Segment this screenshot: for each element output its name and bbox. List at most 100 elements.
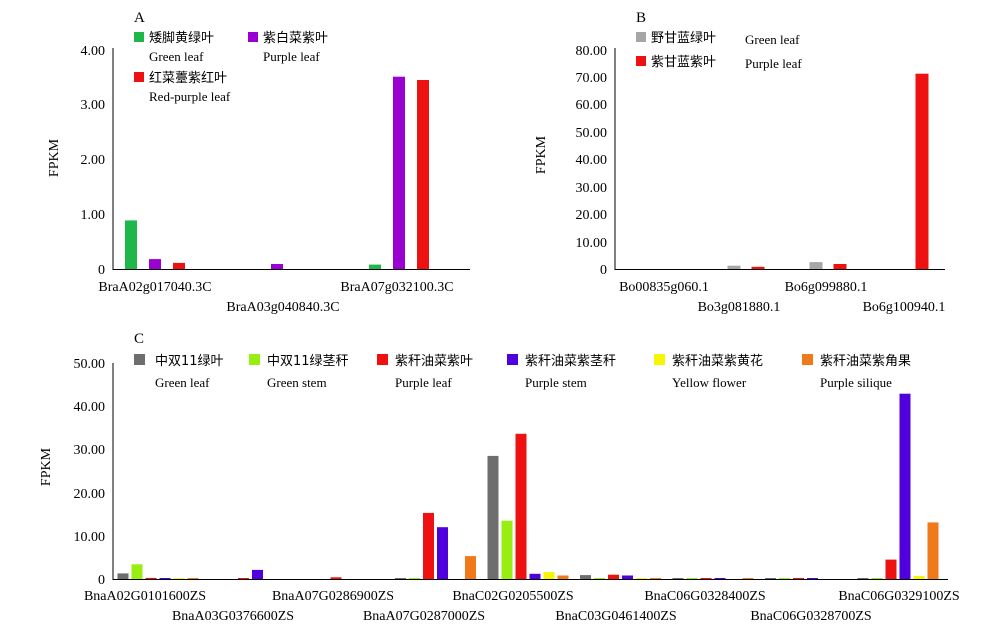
- panel-c: C FPKM 0 10.00 20.00 30.00 40.00 50.00 中…: [39, 331, 960, 624]
- bar-green-stem-bnaa02g0101600zs: [131, 564, 143, 579]
- bar-purple-silique-bnaa02g0101600zs: [187, 578, 199, 579]
- bar-purple-leaf-braa03g040840-3c: [271, 264, 283, 269]
- bar-purple-leaf-braa07g032100-3c: [393, 76, 405, 269]
- category-labels-a: BraA02g017040.3C BraA03g040840.3C BraA07…: [98, 280, 453, 315]
- bar-purple-leaf-bnac06g0329100zs: [885, 559, 897, 579]
- y-tick-label: 1.00: [81, 208, 106, 223]
- bar-purple-stem-bnac03g0461400zs: [622, 575, 633, 579]
- legend-label-en: Red-purple leaf: [149, 89, 231, 104]
- bar-green-leaf-braa07g032100-3c: [369, 264, 381, 269]
- bar-yellow-flower-bnac06g0329100zs: [913, 576, 925, 579]
- x-tick-label: Bo6g099880.1: [785, 280, 868, 295]
- bar-purple-stem-bnac06g0328700zs: [807, 578, 818, 579]
- y-tick-label: 0: [98, 573, 105, 588]
- bar-purple-leaf-bnac03g0461400zs: [608, 574, 619, 579]
- x-tick-label: BnaC02G0205500ZS: [452, 589, 573, 604]
- legend-label-zh: 中双11绿茎秆: [267, 354, 349, 369]
- bars-c: [117, 393, 939, 579]
- panel-b: B FPKM 0 10.00 20.00 30.00 40.00 50.00 6…: [534, 10, 945, 315]
- legend-swatch-purple-leaf: [636, 56, 646, 66]
- y-tick-label: 40.00: [74, 400, 106, 415]
- bar-red-purple-leaf-braa07g032100-3c: [417, 80, 429, 269]
- y-tick-label: 30.00: [74, 443, 106, 458]
- x-tick-label: BnaC06G0328400ZS: [644, 589, 765, 604]
- category-labels-b: Bo00835g060.1 Bo3g081880.1 Bo6g099880.1 …: [619, 280, 945, 315]
- bar-purple-stem-bnac02g0205500zs: [529, 573, 541, 579]
- bar-green-leaf-bnac06g0328400zs: [672, 578, 684, 579]
- y-tick-labels-b: 0 10.00 20.00 30.00 40.00 50.00 60.00 70…: [576, 44, 608, 278]
- bar-purple-stem-bnaa03g0376600zs: [252, 569, 263, 579]
- bar-purple-leaf-bnaa02g0101600zs: [145, 577, 157, 579]
- y-axis-title-c: FPKM: [39, 447, 54, 486]
- legend-label-zh: 红菜薹紫红叶: [149, 70, 227, 86]
- legend-label-zh: 紫秆油菜紫叶: [395, 354, 473, 369]
- legend-label-en: Purple silique: [820, 375, 892, 390]
- legend-swatch-green-leaf: [636, 32, 646, 42]
- x-tick-label: BraA07g032100.3C: [340, 280, 453, 295]
- bar-green-stem-bnaa07g0287000zs: [409, 578, 420, 579]
- legend-label-en: Purple stem: [525, 375, 587, 390]
- legend-swatch-green-leaf: [134, 354, 145, 365]
- bar-purple-leaf-bnaa03g0376600zs: [238, 578, 249, 579]
- legend-a: 矮脚黄绿叶 Green leaf 紫白菜紫叶 Purple leaf 红菜薹紫红…: [134, 30, 328, 104]
- y-tick-labels-a: 0 1.00 2.00 3.00 4.00: [81, 44, 106, 278]
- bar-green-leaf-bnac06g0329100zs: [857, 578, 869, 579]
- legend-swatch-red-purple-leaf: [134, 72, 144, 82]
- x-tick-label: Bo00835g060.1: [619, 280, 709, 295]
- x-tick-label: BnaA02G0101600ZS: [84, 589, 206, 604]
- y-tick-label: 70.00: [576, 71, 608, 86]
- bar-purple-stem-bnaa02g0101600zs: [159, 578, 171, 579]
- bar-green-leaf-bnac06g0328700zs: [765, 578, 776, 579]
- bar-green-leaf-bo6g099880-1: [809, 262, 823, 269]
- bars-b: [727, 73, 929, 269]
- legend-label-zh: 紫秆油菜紫黄花: [672, 353, 763, 369]
- x-tick-label: BnaA03G0376600ZS: [172, 609, 294, 624]
- legend-label-zh: 中双11绿叶: [155, 354, 224, 369]
- bar-purple-silique-bnac02g0205500zs: [557, 575, 569, 579]
- bar-green-leaf-bnac03g0461400zs: [580, 575, 591, 579]
- legend-label-zh: 紫甘蓝紫叶: [651, 55, 716, 70]
- y-tick-label: 10.00: [576, 236, 608, 251]
- legend-label-en: Green leaf: [745, 32, 800, 47]
- bar-green-leaf-bnaa07g0287000zs: [395, 578, 406, 579]
- legend-label-en: Green leaf: [149, 49, 204, 64]
- x-tick-label: BnaC06G0328700ZS: [750, 609, 871, 624]
- legend-label-zh: 野甘蓝绿叶: [651, 31, 716, 46]
- legend-label-en: Purple leaf: [395, 375, 452, 390]
- panel-label-b: B: [636, 10, 646, 26]
- y-tick-label: 50.00: [576, 126, 608, 141]
- legend-label-en: Purple leaf: [263, 49, 320, 64]
- bar-purple-stem-bnaa07g0287000zs: [437, 527, 448, 579]
- legend-label-zh: 紫白菜紫叶: [263, 30, 328, 46]
- legend-b: 野甘蓝绿叶 Green leaf 紫甘蓝紫叶 Purple leaf: [636, 31, 802, 71]
- bar-green-stem-bnac06g0329100zs: [871, 578, 883, 579]
- y-tick-label: 4.00: [81, 44, 106, 59]
- panel-a: A FPKM 0 1.00 2.00 3.00 4.00 矮脚黄绿叶 Green…: [47, 10, 470, 315]
- y-tick-labels-c: 0 10.00 20.00 30.00 40.00 50.00: [74, 357, 106, 588]
- bar-purple-silique-bnac06g0329100zs: [927, 522, 939, 579]
- bar-yellow-flower-bnac02g0205500zs: [543, 572, 555, 579]
- y-tick-label: 0: [600, 263, 607, 278]
- bar-purple-leaf-bo6g099880-1: [833, 264, 847, 269]
- bar-purple-leaf-bnac06g0328400zs: [700, 578, 712, 579]
- legend-label-en: Purple leaf: [745, 56, 802, 71]
- legend-label-en: Yellow flower: [672, 375, 747, 390]
- bar-purple-leaf-bnac06g0328700zs: [793, 578, 804, 579]
- x-tick-label: BnaC06G0329100ZS: [838, 589, 959, 604]
- legend-label-en: Green leaf: [155, 375, 210, 390]
- bar-green-stem-bnac06g0328400zs: [686, 578, 698, 579]
- bar-purple-leaf-bnaa07g0286900zs: [330, 577, 342, 579]
- bar-purple-leaf-bnac02g0205500zs: [515, 433, 527, 579]
- bar-green-leaf-bnac02g0205500zs: [487, 455, 499, 579]
- bar-purple-stem-bnac06g0329100zs: [899, 393, 911, 579]
- x-tick-label: BnaA07G0286900ZS: [272, 589, 394, 604]
- legend-swatch-purple-leaf: [377, 354, 388, 365]
- legend-swatch-purple-stem: [507, 354, 518, 365]
- bar-green-leaf-bo3g081880-1: [727, 265, 741, 269]
- y-tick-label: 30.00: [576, 181, 608, 196]
- legend-swatch-green-leaf: [134, 32, 144, 42]
- bar-yellow-flower-bnac03g0461400zs: [636, 578, 647, 579]
- legend-c: 中双11绿叶 Green leaf 中双11绿茎秆 Green stem 紫秆油…: [134, 353, 911, 390]
- bar-green-stem-bnac03g0461400zs: [594, 578, 605, 579]
